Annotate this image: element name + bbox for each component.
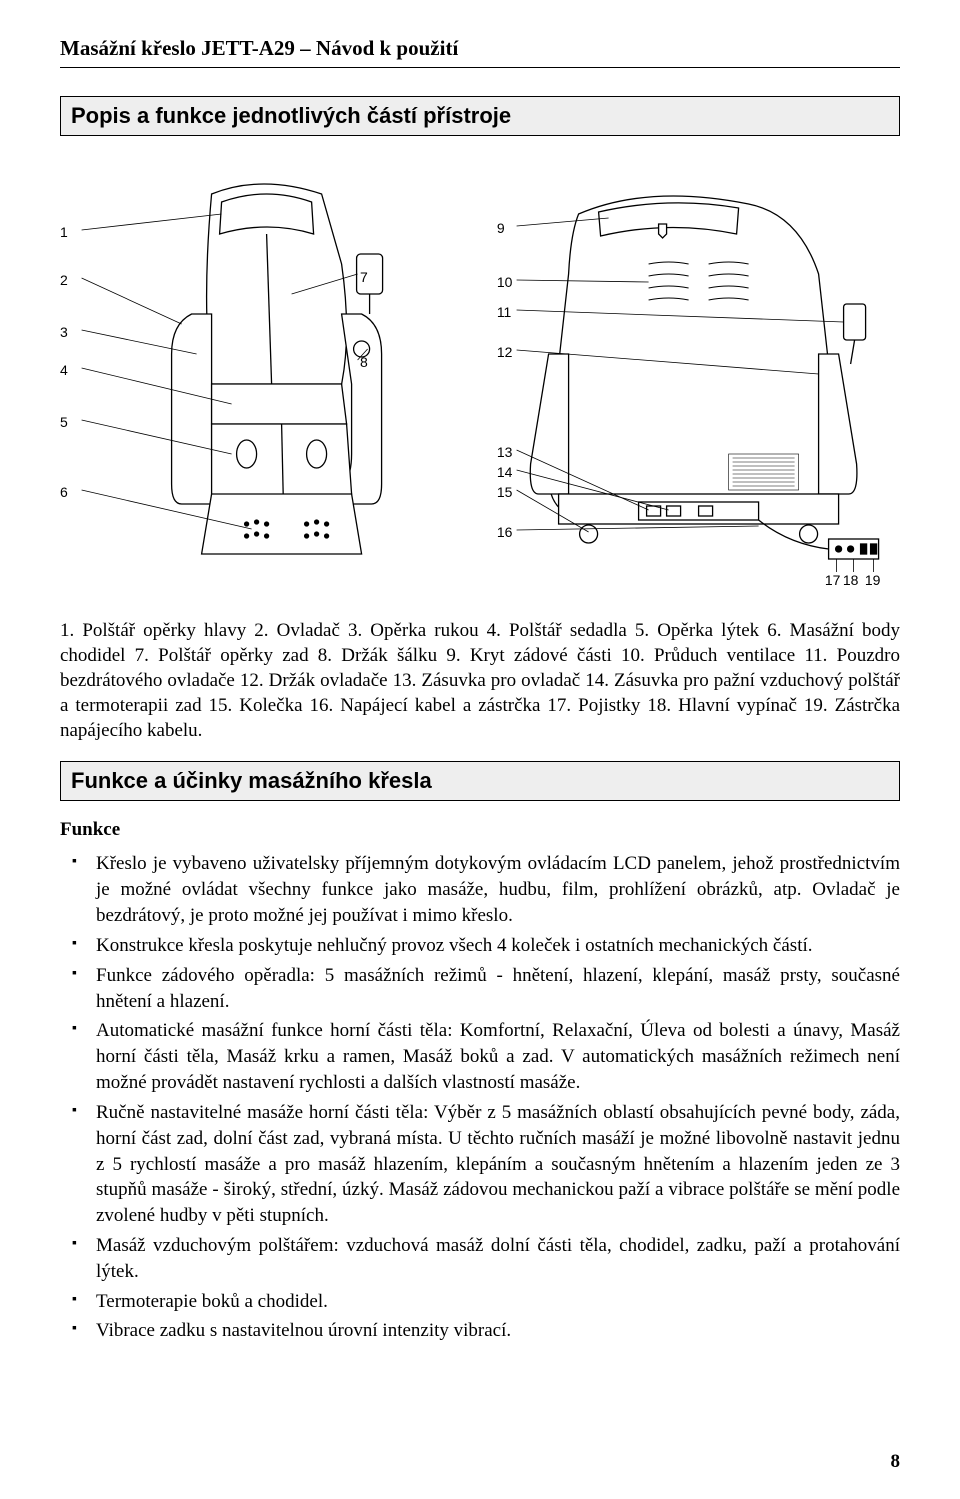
funkce-item: Masáž vzduchovým polštářem: vzduchová ma… [96,1233,900,1285]
section2-title: Funkce a účinky masážního křesla [60,761,900,801]
diag-label-12: 12 [497,344,513,360]
section1-title: Popis a funkce jednotlivých částí přístr… [60,96,900,136]
parts-legend-text: 1. Polštář opěrky hlavy 2. Ovladač 3. Op… [60,618,900,743]
diag-label-16: 16 [497,524,513,540]
diag-label-17: 17 [825,572,841,588]
funkce-item: Konstrukce křesla poskytuje nehlučný pro… [96,933,900,959]
diag-label-18: 18 [843,572,859,588]
chair-rear-svg [497,154,900,594]
funkce-item: Ručně nastavitelné masáže horní části tě… [96,1100,900,1229]
diag-label-19: 19 [865,572,881,588]
diag-label-2: 2 [60,272,68,288]
diag-label-8: 8 [360,354,368,370]
page-number: 8 [891,1451,901,1473]
header-rule [60,67,900,68]
diag-label-14: 14 [497,464,513,480]
diag-label-7: 7 [360,269,368,285]
funkce-item: Termoterapie boků a chodidel. [96,1289,900,1315]
chair-front-svg [60,154,463,594]
diag-label-5: 5 [60,414,68,430]
diag-label-1: 1 [60,224,68,240]
diag-label-9: 9 [497,220,505,236]
diag-label-3: 3 [60,324,68,340]
funkce-item: Křeslo je vybaveno uživatelsky příjemným… [96,851,900,928]
funkce-subhead: Funkce [60,819,900,841]
diag-label-11: 11 [497,304,512,320]
funkce-item: Automatické masážní funkce horní části t… [96,1018,900,1095]
diag-label-15: 15 [497,484,513,500]
doc-header: Masážní křeslo JETT-A29 – Návod k použit… [60,36,900,61]
diag-label-6: 6 [60,484,68,500]
funkce-item: Vibrace zadku s nastavitelnou úrovní int… [96,1318,900,1344]
diagram-front-view: 1 2 3 4 5 6 7 8 [60,154,463,594]
diagram-rear-view: 9 10 11 12 13 14 15 16 17 18 19 [497,154,900,594]
diag-label-10: 10 [497,274,513,290]
diag-label-13: 13 [497,444,513,460]
funkce-item: Funkce zádového opěradla: 5 masážních re… [96,963,900,1015]
diag-label-4: 4 [60,362,68,378]
parts-diagram: 1 2 3 4 5 6 7 8 [60,154,900,594]
funkce-list: Křeslo je vybaveno uživatelsky příjemným… [60,851,900,1344]
